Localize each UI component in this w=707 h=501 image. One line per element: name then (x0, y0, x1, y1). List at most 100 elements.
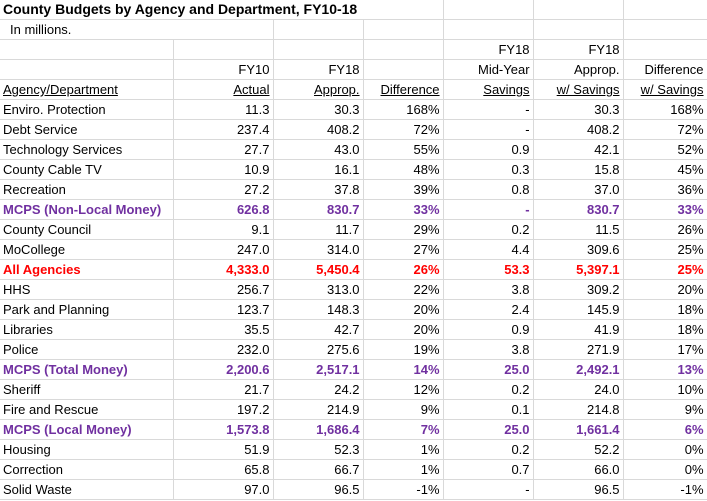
value-cell[interactable]: -1% (623, 479, 707, 500)
agency-name-cell[interactable]: MCPS (Total Money) (0, 359, 174, 380)
cell[interactable] (623, 0, 707, 20)
value-cell[interactable]: 2,517.1 (273, 359, 364, 380)
header-cell[interactable]: w/ Savings (623, 79, 707, 100)
agency-name-cell[interactable]: MCPS (Non-Local Money) (0, 199, 174, 220)
header-cell[interactable]: FY18 (273, 59, 364, 80)
value-cell[interactable]: 2,492.1 (533, 359, 624, 380)
value-cell[interactable]: 9% (623, 399, 707, 420)
value-cell[interactable]: 148.3 (273, 299, 364, 320)
value-cell[interactable]: 37.0 (533, 179, 624, 200)
value-cell[interactable]: 830.7 (273, 199, 364, 220)
value-cell[interactable]: 17% (623, 339, 707, 360)
value-cell[interactable]: 27.7 (173, 139, 274, 160)
value-cell[interactable]: 66.7 (273, 459, 364, 480)
value-cell[interactable]: 0.2 (443, 219, 534, 240)
value-cell[interactable]: 214.8 (533, 399, 624, 420)
value-cell[interactable]: 22% (363, 279, 444, 300)
value-cell[interactable]: 51.9 (173, 439, 274, 460)
value-cell[interactable]: 11.3 (173, 99, 274, 120)
agency-name-cell[interactable]: Park and Planning (0, 299, 174, 320)
header-cell[interactable] (0, 59, 174, 80)
value-cell[interactable]: 18% (623, 319, 707, 340)
value-cell[interactable]: 0.2 (443, 439, 534, 460)
value-cell[interactable]: 168% (623, 99, 707, 120)
value-cell[interactable]: 42.1 (533, 139, 624, 160)
value-cell[interactable]: 24.2 (273, 379, 364, 400)
value-cell[interactable]: 275.6 (273, 339, 364, 360)
value-cell[interactable]: 830.7 (533, 199, 624, 220)
cell[interactable] (363, 0, 444, 20)
agency-name-cell[interactable]: County Cable TV (0, 159, 174, 180)
value-cell[interactable]: 97.0 (173, 479, 274, 500)
value-cell[interactable]: 168% (363, 99, 444, 120)
value-cell[interactable]: 26% (623, 219, 707, 240)
value-cell[interactable]: 313.0 (273, 279, 364, 300)
value-cell[interactable]: 408.2 (273, 119, 364, 140)
sheet-title[interactable]: County Budgets by Agency and Department,… (0, 0, 364, 20)
value-cell[interactable]: 52.3 (273, 439, 364, 460)
value-cell[interactable]: 36% (623, 179, 707, 200)
value-cell[interactable]: 72% (363, 119, 444, 140)
agency-name-cell[interactable]: Recreation (0, 179, 174, 200)
value-cell[interactable]: 309.2 (533, 279, 624, 300)
value-cell[interactable]: 11.7 (273, 219, 364, 240)
agency-name-cell[interactable]: Libraries (0, 319, 174, 340)
value-cell[interactable]: - (443, 119, 534, 140)
agency-name-cell[interactable]: Sheriff (0, 379, 174, 400)
value-cell[interactable]: 4.4 (443, 239, 534, 260)
value-cell[interactable]: 16.1 (273, 159, 364, 180)
cell[interactable] (623, 19, 707, 40)
agency-name-cell[interactable]: Fire and Rescue (0, 399, 174, 420)
value-cell[interactable]: 52% (623, 139, 707, 160)
value-cell[interactable]: 0.9 (443, 139, 534, 160)
header-cell[interactable] (173, 39, 274, 60)
agency-name-cell[interactable]: Police (0, 339, 174, 360)
cell[interactable] (533, 0, 624, 20)
agency-name-cell[interactable]: Debt Service (0, 119, 174, 140)
value-cell[interactable]: 26% (363, 259, 444, 280)
value-cell[interactable]: 39% (363, 179, 444, 200)
value-cell[interactable]: 123.7 (173, 299, 274, 320)
value-cell[interactable]: 29% (363, 219, 444, 240)
cell[interactable] (173, 19, 274, 40)
header-cell[interactable]: Approp. (533, 59, 624, 80)
value-cell[interactable]: 5,397.1 (533, 259, 624, 280)
value-cell[interactable]: 33% (623, 199, 707, 220)
cell[interactable] (443, 19, 534, 40)
value-cell[interactable]: -1% (363, 479, 444, 500)
header-cell[interactable]: FY18 (533, 39, 624, 60)
value-cell[interactable]: 52.2 (533, 439, 624, 460)
agency-name-cell[interactable]: All Agencies (0, 259, 174, 280)
value-cell[interactable]: 18% (623, 299, 707, 320)
value-cell[interactable]: 145.9 (533, 299, 624, 320)
value-cell[interactable]: 2,200.6 (173, 359, 274, 380)
value-cell[interactable]: 0% (623, 439, 707, 460)
header-cell[interactable]: Agency/Department (0, 79, 174, 100)
value-cell[interactable]: 1% (363, 439, 444, 460)
agency-name-cell[interactable]: County Council (0, 219, 174, 240)
agency-name-cell[interactable]: Housing (0, 439, 174, 460)
value-cell[interactable]: 214.9 (273, 399, 364, 420)
value-cell[interactable]: 37.8 (273, 179, 364, 200)
value-cell[interactable]: 10.9 (173, 159, 274, 180)
cell[interactable] (443, 0, 534, 20)
value-cell[interactable]: 10% (623, 379, 707, 400)
value-cell[interactable]: 96.5 (273, 479, 364, 500)
value-cell[interactable]: 19% (363, 339, 444, 360)
value-cell[interactable]: 256.7 (173, 279, 274, 300)
agency-name-cell[interactable]: HHS (0, 279, 174, 300)
header-cell[interactable]: Approp. (273, 79, 364, 100)
value-cell[interactable]: 24.0 (533, 379, 624, 400)
value-cell[interactable]: 20% (623, 279, 707, 300)
value-cell[interactable]: 21.7 (173, 379, 274, 400)
header-cell[interactable] (273, 39, 364, 60)
value-cell[interactable]: 20% (363, 319, 444, 340)
header-cell[interactable]: Difference (363, 79, 444, 100)
value-cell[interactable]: 55% (363, 139, 444, 160)
value-cell[interactable]: - (443, 199, 534, 220)
value-cell[interactable]: 626.8 (173, 199, 274, 220)
value-cell[interactable]: 15.8 (533, 159, 624, 180)
header-cell[interactable]: Savings (443, 79, 534, 100)
value-cell[interactable]: 271.9 (533, 339, 624, 360)
value-cell[interactable]: 3.8 (443, 279, 534, 300)
